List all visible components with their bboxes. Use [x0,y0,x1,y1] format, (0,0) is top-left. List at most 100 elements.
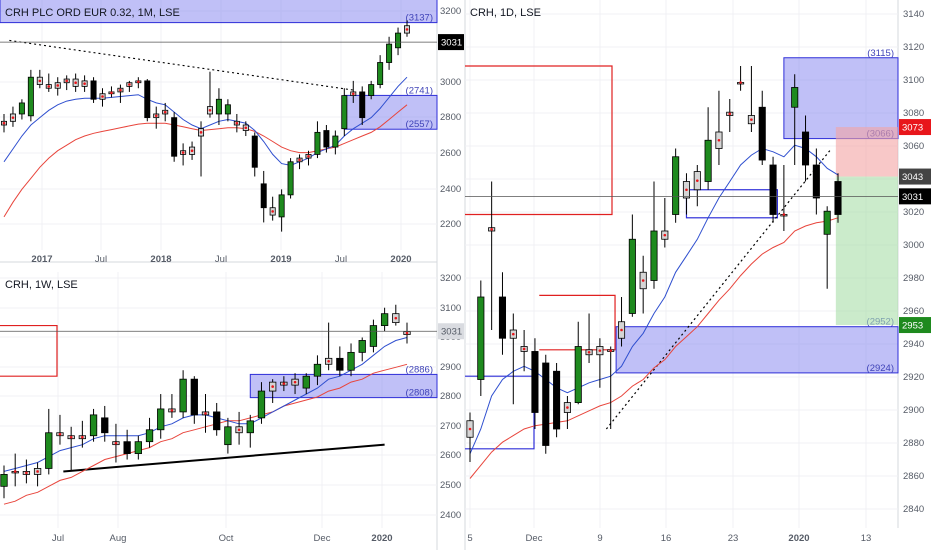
candle-body [380,313,389,326]
zone-label: (3115) [867,48,894,59]
candle-marker [65,79,68,83]
candle-body [90,80,97,100]
candle-marker [327,360,330,363]
candle [323,125,330,153]
candle-marker [190,149,194,153]
candle [726,99,734,132]
candle-body [395,32,402,49]
supply-zone [465,65,613,216]
candle-body [386,43,393,63]
candle-body [144,80,151,119]
candle [380,307,389,332]
candle [596,338,604,388]
candle [302,373,310,395]
candle-marker [74,81,77,85]
candle [834,173,842,223]
candle [224,417,232,454]
target-area [835,176,898,326]
candle-marker [110,91,113,95]
candle-body [123,441,131,454]
candle-body [134,441,142,454]
candle-body [302,375,310,389]
candle-body [145,429,154,443]
candle [18,99,25,120]
stop-price-tag-bg [899,119,931,136]
candle-body [89,414,98,437]
axis-gutter-left [437,0,465,550]
last-price-tag: 3031 [902,192,923,203]
y-tick-label: 3080 [903,108,924,119]
zone-label: (2886) [406,364,433,375]
candle [168,394,176,418]
candle [404,20,410,37]
zone-label: (2557) [406,119,433,130]
candle [359,86,366,125]
zone-label: (2924) [867,363,894,374]
candle [498,272,507,355]
x-tick-label: Dec [526,533,543,544]
candle [246,414,254,448]
candle-marker [307,154,310,158]
candle [33,462,42,487]
candle-body [278,194,285,218]
candle [377,55,384,89]
candle-marker [587,350,591,354]
candle-marker [490,228,493,231]
x-tick-label: 23 [728,533,739,544]
y-tick-label: 2000 [440,0,461,3]
candle [780,165,788,231]
candle [341,88,348,137]
candle-marker [2,121,6,125]
candle-marker [782,213,786,216]
candle [758,90,766,165]
candle-body [27,76,34,117]
candle [358,337,366,362]
candle-marker [405,331,409,335]
candle-body [313,363,322,377]
candle-body [531,351,539,413]
candle [314,121,321,159]
trendline [9,39,354,91]
candle-marker [663,233,667,237]
candle [324,322,333,371]
candle [54,77,61,96]
candle [251,132,258,177]
candle-marker [47,85,51,88]
candle [607,346,615,429]
candle-marker [13,470,17,473]
candle [215,88,222,125]
candle-body [179,378,187,413]
candle [242,121,249,137]
candle [617,297,626,347]
candle [269,196,276,221]
zone-label: (2808) [406,388,433,399]
candle-marker [25,471,28,475]
candle-body [101,417,109,434]
candle [123,429,131,460]
candle-body [213,411,221,431]
y-tick-label: 2400 [440,184,461,195]
chart-panel-2: (3115)(3066)(2952)(2924)CRH, 1D, LSE3140… [465,0,931,544]
candle-marker [717,138,721,142]
candle-marker [38,79,42,83]
demand-zone [685,189,778,219]
chart-title: CRH, 1D, LSE [470,7,541,19]
candle-marker [685,188,688,192]
candle [101,405,109,442]
candle [56,414,64,445]
candle-body [257,390,266,419]
candle [9,106,16,127]
candle-body [224,104,231,115]
candle [45,73,52,92]
y-tick-label: 3100 [440,303,461,314]
x-tick-label: Jul [95,254,107,265]
candle-marker [36,470,39,473]
candle-body [215,98,222,115]
candle [769,156,777,223]
supply-zone [539,294,616,351]
y-tick-label: 3120 [903,42,924,53]
candle-body [769,164,777,215]
candle-marker [598,349,602,352]
